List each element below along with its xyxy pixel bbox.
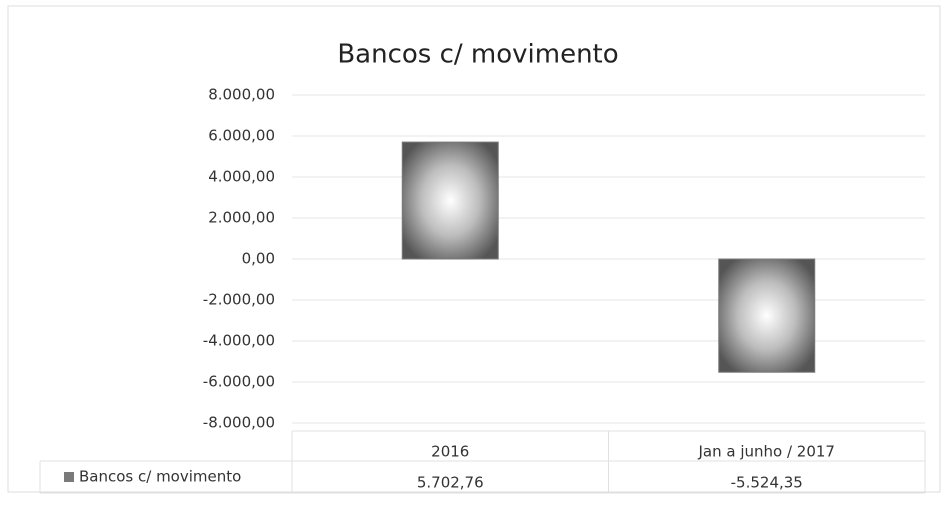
y-tick-label: 6.000,00 xyxy=(208,127,275,145)
legend-label: Bancos c/ movimento xyxy=(79,468,241,486)
y-tick-label: -8.000,00 xyxy=(203,414,275,432)
x-tick-label: Jan a junho / 2017 xyxy=(698,443,835,461)
chart-title: Bancos c/ movimento xyxy=(337,40,618,70)
y-tick-label: -4.000,00 xyxy=(203,332,275,350)
bar xyxy=(718,258,816,373)
x-tick-label: 2016 xyxy=(431,443,469,461)
y-tick-label: 2.000,00 xyxy=(208,209,275,227)
y-tick-label: 8.000,00 xyxy=(208,86,275,104)
legend-swatch xyxy=(64,472,74,482)
y-tick-label: -6.000,00 xyxy=(203,373,275,391)
y-tick-label: 0,00 xyxy=(242,250,275,268)
bar xyxy=(401,141,499,260)
y-tick-label: -2.000,00 xyxy=(203,291,275,309)
data-table-value: -5.524,35 xyxy=(731,474,803,492)
data-table-value: 5.702,76 xyxy=(417,474,484,492)
y-tick-label: 4.000,00 xyxy=(208,168,275,186)
chart-border xyxy=(7,5,941,493)
